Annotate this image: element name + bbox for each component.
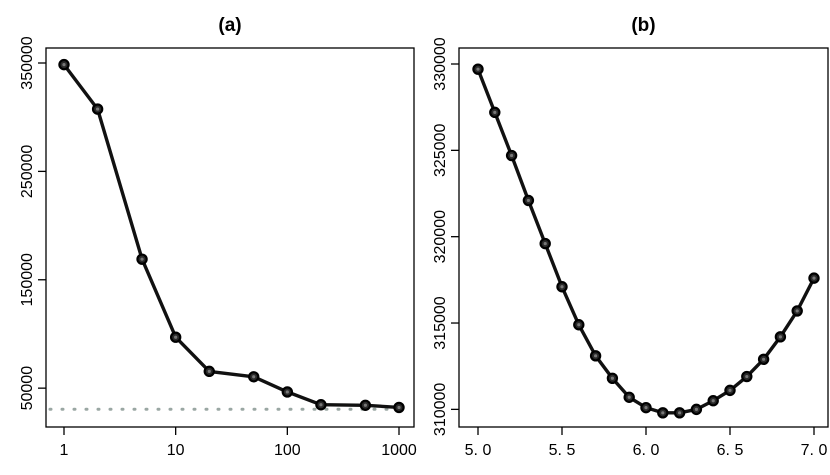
x-tick-label: 6. 5 [717, 442, 744, 459]
data-point-center [594, 354, 598, 358]
data-point-center [812, 276, 816, 280]
series-line [62, 63, 400, 410]
x-tick-label: 5. 5 [549, 442, 576, 459]
y-tick-label: 50000 [19, 366, 36, 411]
y-tick-label: 325000 [432, 124, 449, 177]
y-tick-label: 315000 [432, 296, 449, 349]
x-tick-label: 1 [60, 442, 69, 459]
data-point-center [711, 399, 715, 403]
data-point-center [560, 285, 564, 289]
plot-frame [458, 47, 829, 428]
plot-frame [45, 47, 415, 428]
data-point-center [476, 67, 480, 71]
data-point-center [397, 405, 401, 410]
x-tick-label: 6. 0 [633, 442, 660, 459]
y-tick-label: 250000 [19, 145, 36, 198]
data-point-center [762, 357, 766, 361]
data-point-center [510, 153, 514, 158]
data-point-center [745, 374, 749, 379]
chart-title: (b) [631, 15, 655, 36]
y-tick-label: 330000 [432, 37, 449, 90]
data-point-center [678, 411, 682, 415]
y-tick-label: 350000 [19, 36, 36, 89]
data-point-center [728, 388, 732, 392]
data-point-center [207, 369, 211, 373]
x-tick-label: 7. 0 [801, 442, 828, 459]
data-point-center [319, 403, 323, 407]
y-tick-label: 150000 [19, 253, 36, 306]
data-point-center [174, 335, 178, 339]
data-point-center [795, 309, 799, 313]
x-tick-label: 100 [274, 442, 301, 459]
panel-a: (a) 1 10 100 1000 50000 150000 250000 350000 [19, 15, 417, 459]
data-point-center [661, 411, 665, 415]
data-point-center [577, 323, 581, 327]
data-point-center [644, 406, 648, 410]
data-point-center [62, 63, 66, 67]
data-point-center [526, 198, 531, 203]
data-point-center [694, 407, 699, 411]
data-point-center [778, 335, 783, 339]
y-tick-label: 310000 [432, 383, 449, 436]
data-point-center [543, 241, 547, 246]
x-tick-label: 5. 0 [465, 442, 492, 459]
data-point-center [140, 257, 144, 261]
chart-title: (a) [218, 15, 241, 36]
data-point-center [610, 376, 615, 380]
x-tick-label: 1000 [381, 442, 417, 459]
y-tick-label: 320000 [432, 210, 449, 263]
data-point-center [493, 110, 497, 114]
data-point-center [363, 403, 367, 407]
data-point-center [96, 107, 100, 111]
data-point-center [285, 390, 289, 394]
data-point-center [252, 375, 256, 379]
x-tick-label: 10 [167, 442, 185, 459]
panel-b: (b) 5. 0 5. 5 6. 0 6. 5 7. 0 310000 315000 32000… [432, 15, 829, 459]
data-point-center [627, 395, 631, 399]
